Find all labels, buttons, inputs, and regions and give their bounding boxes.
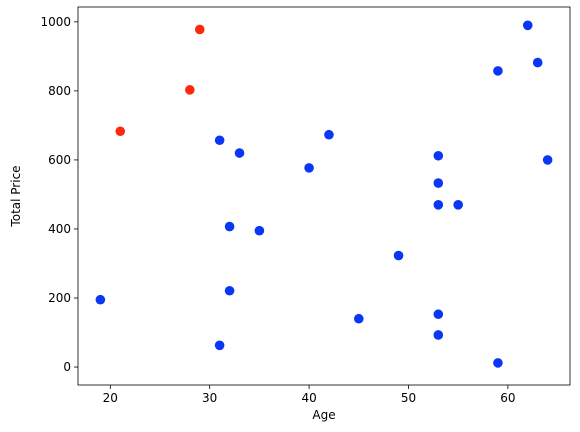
point xyxy=(493,358,503,368)
point xyxy=(214,340,225,351)
point xyxy=(393,250,404,261)
y-tick-label: 1000 xyxy=(40,15,71,29)
point xyxy=(532,57,543,68)
x-tick-label: 40 xyxy=(301,391,316,405)
point xyxy=(115,126,126,137)
point xyxy=(453,200,463,210)
x-axis-label: Age xyxy=(312,408,335,422)
point xyxy=(194,24,205,35)
y-tick-label: 600 xyxy=(48,153,71,167)
y-tick-label: 400 xyxy=(48,222,71,236)
point xyxy=(433,309,444,320)
y-tick-label: 0 xyxy=(63,360,71,374)
y-axis-label: Total Price xyxy=(9,165,23,227)
point xyxy=(433,150,444,161)
point xyxy=(234,148,245,158)
y-tick-label: 200 xyxy=(48,291,71,305)
y-tick-label: 800 xyxy=(48,84,71,98)
x-tick-label: 50 xyxy=(401,391,416,405)
point xyxy=(95,294,106,305)
point xyxy=(542,155,553,165)
point xyxy=(224,221,235,232)
point xyxy=(522,20,533,31)
x-tick-label: 30 xyxy=(202,391,217,405)
plot-frame xyxy=(77,6,571,386)
point xyxy=(433,200,444,210)
point xyxy=(353,313,364,324)
x-tick-label: 20 xyxy=(103,391,118,405)
point xyxy=(324,129,334,140)
point xyxy=(214,135,225,146)
point xyxy=(304,163,314,173)
point xyxy=(493,66,503,76)
x-tick-label: 60 xyxy=(500,391,515,405)
point xyxy=(433,178,444,188)
point xyxy=(433,330,444,340)
point xyxy=(224,285,235,296)
point xyxy=(254,225,265,236)
point xyxy=(185,85,195,95)
